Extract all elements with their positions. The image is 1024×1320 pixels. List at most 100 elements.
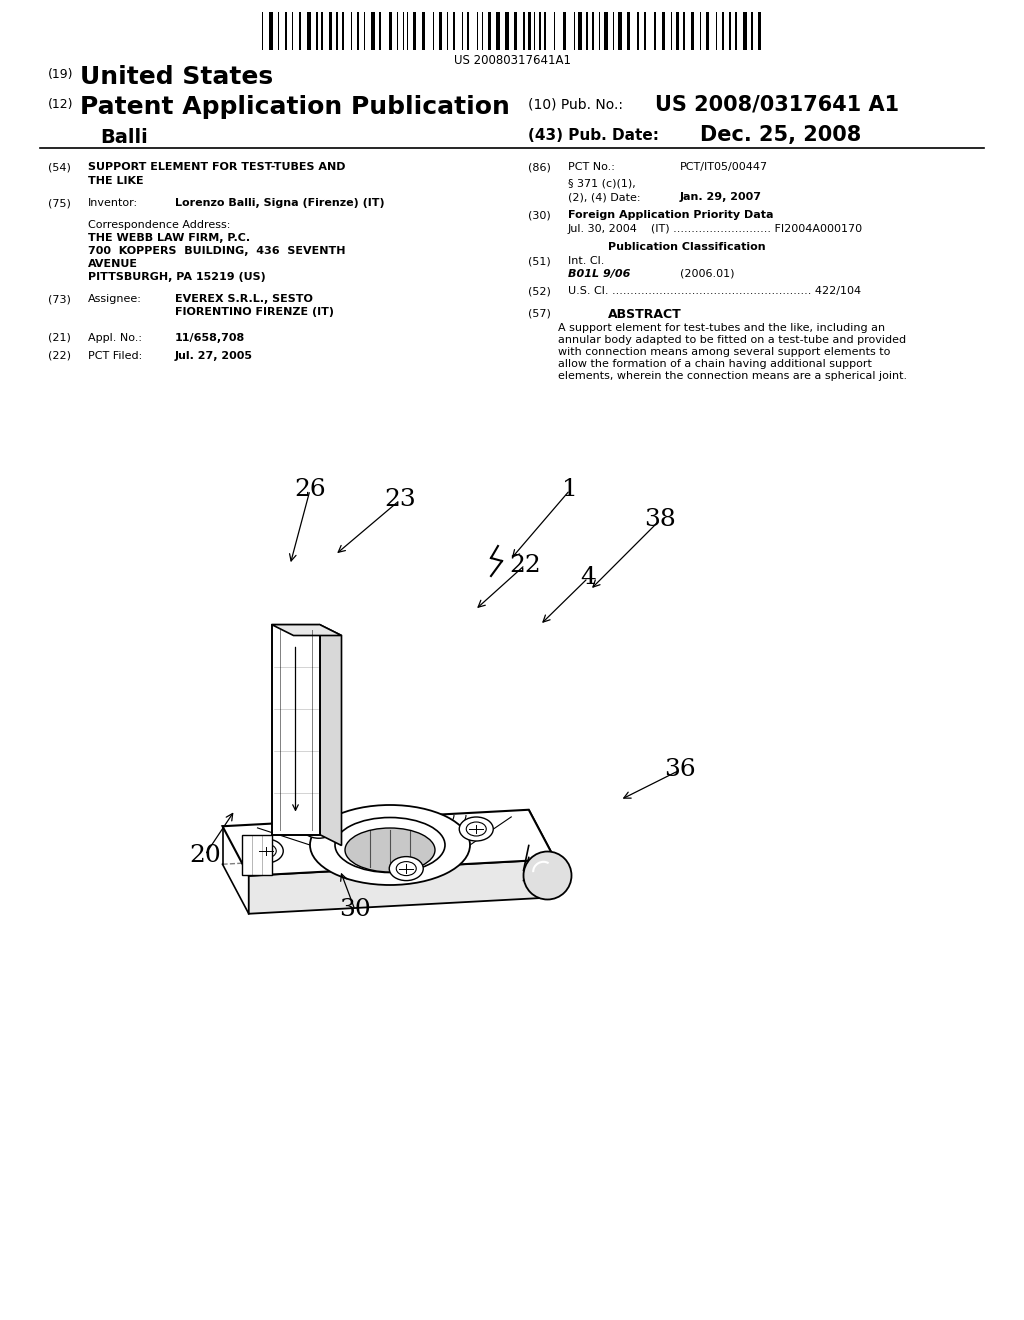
Bar [453,12,455,50]
Ellipse shape [309,820,329,833]
Text: Inventor:: Inventor: [88,198,138,209]
Text: 22: 22 [509,553,541,577]
Bar [604,12,608,50]
Text: (52): (52) [528,286,551,296]
Text: § 371 (c)(1),: § 371 (c)(1), [568,180,636,189]
Text: with connection means among several support elements to: with connection means among several supp… [558,347,891,356]
Text: Publication Classification: Publication Classification [608,242,766,252]
Text: (43) Pub. Date:: (43) Pub. Date: [528,128,659,143]
Text: THE LIKE: THE LIKE [88,176,143,186]
Text: Jul. 27, 2005: Jul. 27, 2005 [175,351,253,360]
Bar [627,12,630,50]
Bar [743,12,746,50]
Bar [467,12,469,50]
Text: PCT No.:: PCT No.: [568,162,614,172]
Bar [379,12,381,50]
Bar [523,12,525,50]
Bar [654,12,656,50]
Bar [336,12,338,50]
Text: Jul. 30, 2004    (IT) ........................... FI2004A000170: Jul. 30, 2004 (IT) .....................… [568,224,863,234]
Bar [706,12,709,50]
Bar [299,12,301,50]
Text: SUPPORT ELEMENT FOR TEST-TUBES AND: SUPPORT ELEMENT FOR TEST-TUBES AND [88,162,345,172]
Polygon shape [222,809,555,875]
Ellipse shape [249,840,284,863]
Bar [505,12,509,50]
Bar [586,12,588,50]
Bar [357,12,359,50]
Bar [528,12,531,50]
Text: (75): (75) [48,198,71,209]
Ellipse shape [256,843,276,858]
Text: A support element for test-tubes and the like, including an: A support element for test-tubes and the… [558,323,885,333]
Ellipse shape [466,822,486,836]
Bar [578,12,582,50]
Bar [413,12,416,50]
Bar [269,12,273,50]
Bar [422,12,425,50]
Text: U.S. Cl. ....................................................... 422/104: U.S. Cl. ...............................… [568,286,861,296]
Text: B01L 9/06: B01L 9/06 [568,269,631,279]
Text: (51): (51) [528,256,551,267]
Text: (22): (22) [48,351,71,360]
Text: PITTSBURGH, PA 15219 (US): PITTSBURGH, PA 15219 (US) [88,272,266,282]
Bar [342,12,344,50]
Bar [729,12,731,50]
Text: Patent Application Publication: Patent Application Publication [80,95,510,119]
Bar [592,12,594,50]
Text: (2), (4) Date:: (2), (4) Date: [568,191,640,202]
Text: (57): (57) [528,308,551,318]
Bar [496,12,500,50]
Bar [544,12,546,50]
Bar [539,12,541,50]
Text: EVEREX S.R.L., SESTO: EVEREX S.R.L., SESTO [175,294,313,304]
Ellipse shape [396,862,416,875]
Ellipse shape [459,817,494,841]
Text: FIORENTINO FIRENZE (IT): FIORENTINO FIRENZE (IT) [175,308,334,317]
Text: 23: 23 [384,488,416,511]
Text: (21): (21) [48,333,71,343]
Circle shape [523,851,571,899]
Bar [329,12,332,50]
Polygon shape [319,624,341,846]
Text: 700  KOPPERS  BUILDING,  436  SEVENTH: 700 KOPPERS BUILDING, 436 SEVENTH [88,246,345,256]
Text: Balli: Balli [100,128,147,147]
Bar [439,12,442,50]
Bar [321,12,323,50]
Text: (2006.01): (2006.01) [680,269,734,279]
Text: United States: United States [80,65,273,88]
Bar [676,12,679,50]
Bar [751,12,753,50]
Text: (19): (19) [48,69,74,81]
Polygon shape [528,809,555,898]
Text: Assignee:: Assignee: [88,294,142,304]
Text: PCT Filed:: PCT Filed: [88,351,142,360]
Ellipse shape [302,814,336,838]
Bar [735,12,737,50]
Text: 20: 20 [189,843,221,866]
Polygon shape [271,624,319,834]
Bar [488,12,490,50]
Text: elements, wherein the connection means are a spherical joint.: elements, wherein the connection means a… [558,371,907,381]
Bar [307,12,311,50]
Text: (10) Pub. No.:: (10) Pub. No.: [528,98,623,112]
Bar [637,12,639,50]
Text: Int. Cl.: Int. Cl. [568,256,604,267]
Ellipse shape [389,857,423,880]
Text: Lorenzo Balli, Signa (Firenze) (IT): Lorenzo Balli, Signa (Firenze) (IT) [175,198,385,209]
Bar [683,12,685,50]
Text: (12): (12) [48,98,74,111]
Text: (30): (30) [528,210,551,220]
Text: 26: 26 [294,479,326,502]
Bar [618,12,622,50]
Bar [563,12,566,50]
Text: 36: 36 [665,759,696,781]
Text: 38: 38 [644,508,676,532]
Text: (54): (54) [48,162,71,172]
Bar [722,12,724,50]
Bar [371,12,375,50]
Text: annular body adapted to be fitted on a test-tube and provided: annular body adapted to be fitted on a t… [558,335,906,345]
Text: Dec. 25, 2008: Dec. 25, 2008 [700,125,861,145]
Text: Foreign Application Priority Data: Foreign Application Priority Data [568,210,773,220]
Text: 4: 4 [580,566,596,590]
